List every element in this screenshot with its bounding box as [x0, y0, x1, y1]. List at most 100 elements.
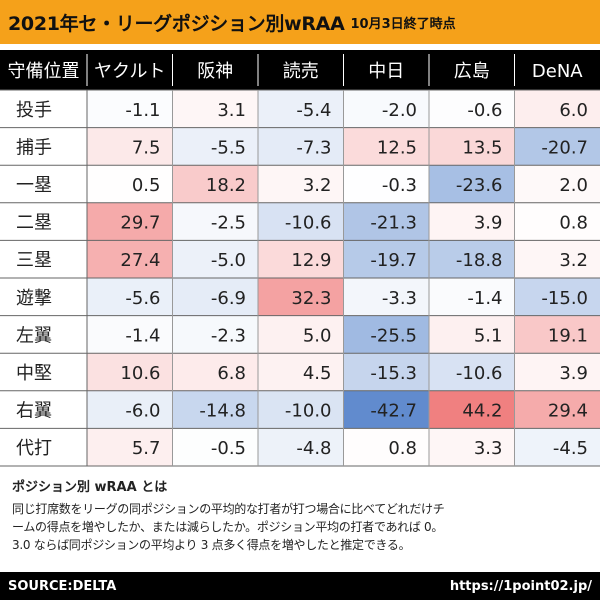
cell-value: 3.2 [559, 250, 588, 271]
heatmap-cell [258, 315, 344, 354]
note-title: ポジション別 wRAA とは [12, 480, 168, 495]
heatmap-cell [172, 278, 258, 316]
heatmap-cell [343, 390, 429, 429]
column-header: DeNA [532, 61, 583, 82]
heatmap-cell [343, 240, 429, 278]
cell-value: -0.6 [467, 100, 502, 121]
cell-value: -5.5 [211, 137, 246, 158]
heatmap-cell [172, 353, 258, 391]
cell-value: -6.0 [125, 401, 160, 422]
heatmap-cell [172, 202, 258, 241]
row-label: 中堅 [16, 363, 52, 384]
column-header: 広島 [454, 61, 490, 82]
cell-value: 3.3 [474, 438, 503, 459]
heatmap-cell [429, 390, 515, 429]
heatmap-cell [87, 127, 173, 166]
heatmap-cell [258, 165, 344, 203]
footer-bar: SOURCE:DELTA https://1point02.jp/ [0, 572, 600, 600]
note-line: 同じ打席数をリーグの同ポジションの平均的な打者が打つ場合に比べてどれだけチ [12, 502, 445, 516]
cell-value: -19.7 [370, 250, 417, 271]
heatmap-cell [343, 202, 429, 241]
cell-value: -10.6 [456, 363, 503, 384]
as-of-date: 10月3日終了時点 [350, 16, 456, 32]
row-label-cell [0, 165, 87, 203]
heatmap-cell [429, 127, 515, 166]
cell-value: 12.9 [291, 250, 331, 271]
site-url[interactable]: https://1point02.jp/ [449, 578, 592, 594]
cell-value: -10.6 [285, 213, 332, 234]
corner-label: 守備位置 [8, 61, 80, 82]
column-header: ヤクルト [94, 61, 165, 82]
cell-value: 5.1 [474, 325, 503, 346]
cell-value: -2.0 [382, 100, 417, 121]
chart-title: 2021年セ・リーグポジション別wRAA [8, 12, 345, 35]
heatmap-cell [514, 202, 600, 241]
cell-value: 0.8 [559, 213, 588, 234]
cell-value: 29.7 [120, 213, 160, 234]
cell-value: -23.6 [456, 175, 503, 196]
wraa-table: 守備位置 ヤクルト 阪神 読売 中日 広島 DeNA 投手 -1.1 3.1 -5.4 -2.0 -0.… [0, 50, 600, 467]
heatmap-cell [514, 390, 600, 429]
heatmap-cell [172, 90, 258, 128]
heatmap-cell [514, 315, 600, 354]
cell-value: 3.9 [559, 363, 588, 384]
cell-value: -1.1 [125, 100, 160, 121]
heatmap-cell [258, 428, 344, 466]
cell-value: 6.0 [559, 100, 588, 121]
row-label-cell [0, 278, 87, 316]
heatmap-cell [514, 90, 600, 128]
heatmap-cell [429, 428, 515, 466]
heatmap-cell [172, 315, 258, 354]
heatmap-cell [87, 315, 173, 354]
cell-value: 0.5 [132, 175, 161, 196]
cell-value: 3.2 [303, 175, 332, 196]
heatmap-cell [343, 353, 429, 391]
row-label: 右翼 [16, 401, 52, 422]
heatmap-cell [343, 428, 429, 466]
definition-note: ポジション別 wRAA とは 同じ打席数をリーグの同ポジションの平均的な打者が打… [12, 476, 592, 554]
heatmap-cell [429, 240, 515, 278]
cell-value: -7.3 [296, 137, 331, 158]
heatmap-cell [258, 240, 344, 278]
cell-value: -2.5 [211, 213, 246, 234]
heatmap-cell [258, 390, 344, 429]
cell-value: 0.8 [388, 438, 417, 459]
row-label: 二塁 [16, 213, 52, 234]
cell-value: -1.4 [467, 288, 502, 309]
heatmap-cell [514, 278, 600, 316]
cell-value: 7.5 [132, 137, 161, 158]
cell-value: -1.4 [125, 325, 160, 346]
row-label: 代打 [16, 438, 52, 459]
row-label: 捕手 [16, 137, 52, 158]
heatmap-cell [258, 353, 344, 391]
cell-value: 27.4 [120, 250, 160, 271]
heatmap-cell [87, 278, 173, 316]
row-label-cell [0, 390, 87, 429]
heatmap-cell [87, 90, 173, 128]
cell-value: -42.7 [370, 401, 417, 422]
note-line: 3.0 ならば同ポジションの平均より 3 点多く得点を増やしたと推定できる。 [12, 538, 411, 552]
heatmap-cell [514, 127, 600, 166]
column-header: 中日 [368, 61, 404, 82]
cell-value: -0.3 [382, 175, 417, 196]
cell-value: 5.7 [132, 438, 161, 459]
heatmap-cell [87, 202, 173, 241]
cell-value: -20.7 [541, 137, 588, 158]
header-row-bg [0, 50, 600, 90]
cell-value: 5.0 [303, 325, 332, 346]
cell-value: -4.5 [553, 438, 588, 459]
heatmap-cell [343, 127, 429, 166]
heatmap-cell [429, 278, 515, 316]
cell-value: 13.5 [462, 137, 502, 158]
row-label-cell [0, 202, 87, 241]
cell-value: 3.9 [474, 213, 503, 234]
heatmap-cell [429, 90, 515, 128]
heatmap-cell [87, 428, 173, 466]
row-label: 三塁 [16, 250, 52, 271]
heatmap-cell [429, 202, 515, 241]
note-body: 同じ打席数をリーグの同ポジションの平均的な打者が打つ場合に比べてどれだけチ ーム… [12, 500, 592, 554]
cell-value: 29.4 [548, 401, 588, 422]
cell-value: -3.3 [382, 288, 417, 309]
heatmap-cell [429, 165, 515, 203]
